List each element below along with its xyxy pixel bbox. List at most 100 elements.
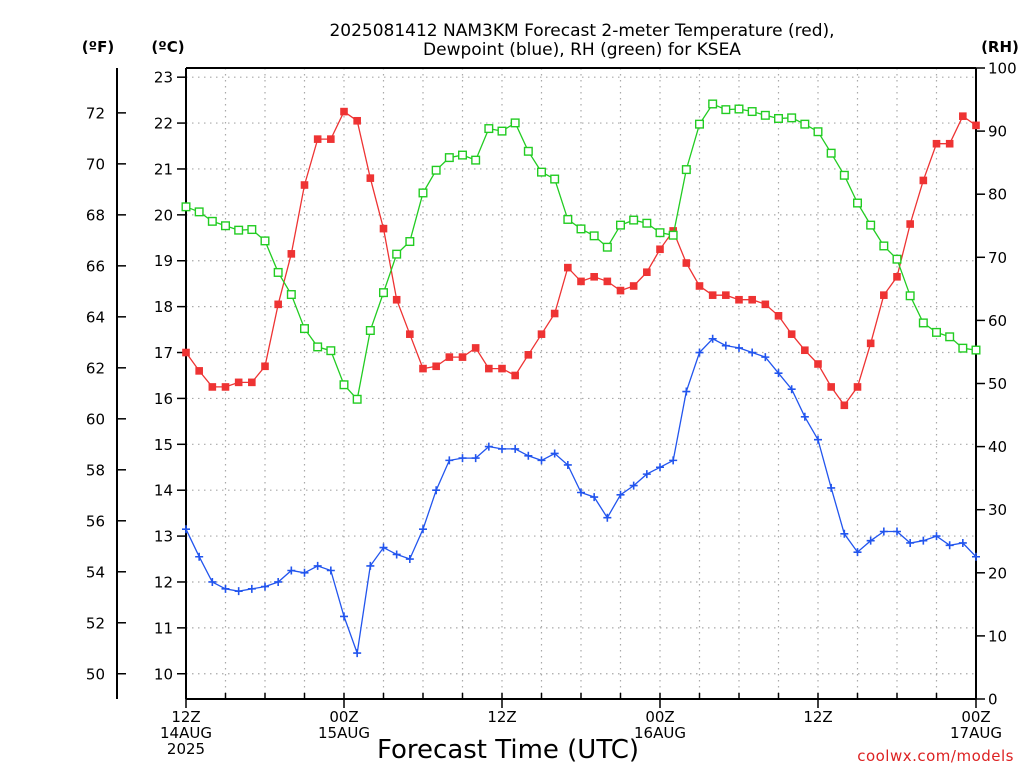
rh-point bbox=[563, 214, 573, 224]
temperature-point bbox=[498, 364, 506, 373]
temperature-point bbox=[722, 291, 730, 299]
temperature-point bbox=[708, 291, 717, 299]
dewpoint-point bbox=[550, 449, 559, 458]
temperature-point bbox=[313, 135, 322, 143]
rh-point bbox=[471, 155, 481, 165]
dewpoint-point bbox=[300, 568, 309, 577]
temperature-point bbox=[906, 220, 914, 228]
temperature-point bbox=[774, 312, 783, 320]
fahrenheit-tick-label: 58 bbox=[86, 461, 105, 479]
celsius-axis-label: (ºC) bbox=[151, 38, 184, 56]
x-tick-label: 00Z bbox=[645, 708, 674, 726]
temperature-point bbox=[379, 224, 388, 233]
fahrenheit-tick-label: 70 bbox=[86, 155, 105, 173]
fahrenheit-axis-label: (ºF) bbox=[82, 38, 114, 56]
dewpoint-point bbox=[840, 529, 849, 538]
rh-point bbox=[352, 394, 362, 404]
rh-point bbox=[879, 241, 889, 251]
data-series bbox=[181, 99, 981, 658]
fahrenheit-tick-label: 60 bbox=[86, 410, 105, 428]
temperature-point bbox=[787, 330, 796, 338]
rh-point bbox=[523, 146, 533, 156]
dewpoint-point bbox=[708, 334, 717, 343]
celsius-tick-label: 16 bbox=[154, 390, 173, 408]
temperature-point bbox=[616, 286, 625, 295]
x-tick-label: 17AUG bbox=[950, 724, 1002, 742]
dewpoint-point bbox=[919, 536, 928, 545]
temperature-point bbox=[840, 401, 849, 410]
chart-title-line-1: 2025081412 NAM3KM Forecast 2-meter Tempe… bbox=[329, 21, 834, 41]
rh-point bbox=[497, 126, 507, 136]
rh-point bbox=[642, 218, 652, 228]
rh-point bbox=[194, 207, 204, 217]
dewpoint-point bbox=[906, 538, 915, 547]
dewpoint-point bbox=[537, 456, 546, 465]
dewpoint-point bbox=[577, 488, 585, 497]
rh-point bbox=[918, 318, 928, 328]
celsius-tick-label: 15 bbox=[154, 436, 173, 454]
rh-tick-label: 70 bbox=[988, 249, 1007, 267]
rh-point bbox=[774, 113, 784, 123]
temperature-point bbox=[274, 300, 282, 309]
celsius-tick-label: 21 bbox=[154, 160, 173, 178]
dewpoint-point bbox=[761, 353, 770, 362]
temperature-point bbox=[261, 362, 269, 371]
rh-point bbox=[260, 236, 270, 246]
rh-tick-label: 80 bbox=[988, 186, 1007, 204]
celsius-tick-label: 18 bbox=[154, 298, 173, 316]
dewpoint-point bbox=[616, 490, 625, 499]
rh-tick-label: 20 bbox=[988, 564, 1007, 582]
rh-point bbox=[458, 150, 468, 160]
temperature-point bbox=[248, 378, 256, 387]
dewpoint-point bbox=[866, 536, 875, 545]
rh-point bbox=[629, 215, 639, 225]
temperature-point bbox=[629, 282, 638, 290]
temperature-point bbox=[656, 245, 664, 254]
x-tick-label: 12Z bbox=[803, 708, 832, 726]
dewpoint-point bbox=[787, 385, 796, 394]
dewpoint-point bbox=[353, 649, 362, 658]
series-dewpoint bbox=[182, 334, 980, 658]
temperature-point bbox=[590, 273, 598, 281]
series-rh bbox=[181, 99, 981, 404]
rh-point bbox=[339, 380, 349, 390]
fahrenheit-tick-label: 64 bbox=[86, 308, 105, 326]
rh-point bbox=[932, 327, 942, 337]
temperature-point bbox=[406, 330, 414, 338]
rh-point bbox=[220, 221, 230, 231]
temperature-point bbox=[340, 107, 348, 116]
celsius-tick-label: 19 bbox=[154, 252, 173, 270]
fahrenheit-tick-label: 54 bbox=[86, 563, 105, 581]
temperature-line bbox=[185, 110, 977, 407]
celsius-tick-label: 12 bbox=[154, 573, 173, 591]
x-axis-title: Forecast Time (UTC) bbox=[377, 735, 639, 765]
temperature-point bbox=[919, 176, 928, 185]
fahrenheit-tick-label: 72 bbox=[86, 104, 105, 122]
dewpoint-point bbox=[642, 470, 651, 479]
rh-point bbox=[286, 290, 296, 300]
dewpoint-point bbox=[682, 387, 691, 396]
rh-point bbox=[655, 228, 665, 238]
rh-tick-label: 0 bbox=[988, 691, 998, 709]
temperature-point bbox=[801, 346, 809, 355]
rh-point bbox=[207, 216, 217, 226]
dewpoint-point bbox=[945, 541, 954, 550]
x-tick-label: 2025 bbox=[167, 740, 205, 758]
temperature-point bbox=[195, 367, 203, 375]
temperature-point bbox=[353, 116, 361, 125]
temperature-point bbox=[827, 383, 835, 391]
dewpoint-point bbox=[629, 481, 638, 490]
rh-point bbox=[181, 202, 191, 212]
rh-point bbox=[365, 325, 375, 335]
rh-point bbox=[392, 249, 402, 259]
rh-point bbox=[589, 231, 599, 241]
rh-point bbox=[787, 113, 797, 123]
fahrenheit-tick-label: 52 bbox=[86, 614, 105, 632]
dewpoint-point bbox=[471, 454, 480, 463]
dewpoint-point bbox=[287, 566, 296, 575]
temperature-point bbox=[603, 277, 612, 286]
temperature-point bbox=[511, 371, 519, 380]
temperature-point bbox=[485, 364, 493, 373]
chart-title-line-2: Dewpoint (blue), RH (green) for KSEA bbox=[423, 40, 741, 60]
